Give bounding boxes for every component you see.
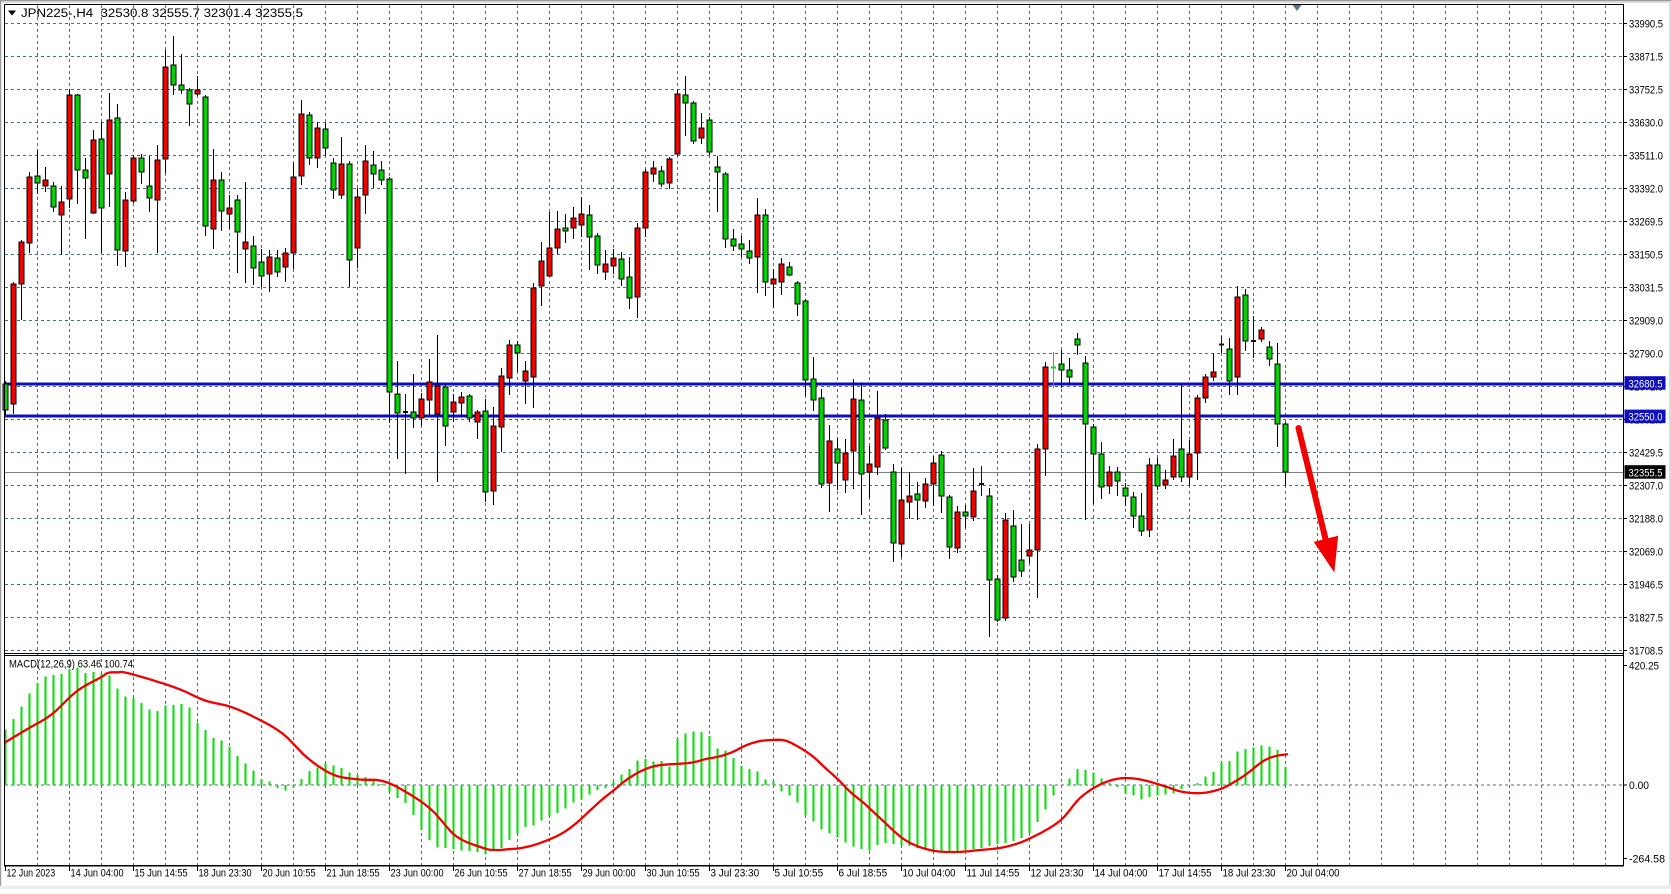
svg-text:32069.0: 32069.0 xyxy=(1629,547,1663,559)
svg-text:33752.5: 33752.5 xyxy=(1629,85,1663,97)
svg-text:15 Jun 14:55: 15 Jun 14:55 xyxy=(135,867,188,879)
svg-text:JPN225-,H4 32530.8 32555.7 32: JPN225-,H4 32530.8 32555.7 32301.4 32355… xyxy=(21,6,303,20)
svg-text:27 Jun 18:55: 27 Jun 18:55 xyxy=(519,867,572,879)
svg-text:29 Jun 00:00: 29 Jun 00:00 xyxy=(583,867,636,879)
svg-text:18 Jun 23:30: 18 Jun 23:30 xyxy=(199,867,252,879)
svg-text:32680.5: 32680.5 xyxy=(1629,378,1663,390)
svg-text:14 Jun 04:00: 14 Jun 04:00 xyxy=(71,867,124,879)
svg-text:-264.58: -264.58 xyxy=(1629,854,1665,866)
svg-text:20 Jun 10:55: 20 Jun 10:55 xyxy=(263,867,316,879)
svg-text:32790.0: 32790.0 xyxy=(1629,349,1663,361)
svg-text:5 Jul 10:55: 5 Jul 10:55 xyxy=(775,867,824,879)
svg-text:11 Jul 14:55: 11 Jul 14:55 xyxy=(967,867,1020,879)
svg-text:33630.0: 33630.0 xyxy=(1629,118,1663,130)
svg-text:20 Jul 04:00: 20 Jul 04:00 xyxy=(1287,867,1340,879)
svg-text:33150.5: 33150.5 xyxy=(1629,250,1663,262)
svg-text:12 Jun 2023: 12 Jun 2023 xyxy=(7,867,56,879)
svg-text:21 Jun 18:55: 21 Jun 18:55 xyxy=(327,867,380,879)
svg-text:30 Jun 10:55: 30 Jun 10:55 xyxy=(647,867,700,879)
svg-text:31946.5: 31946.5 xyxy=(1629,580,1663,592)
svg-text:33871.5: 33871.5 xyxy=(1629,52,1663,64)
svg-text:0.00: 0.00 xyxy=(1629,780,1649,792)
svg-text:32909.0: 32909.0 xyxy=(1629,316,1663,328)
svg-text:MACD(12,26,9) 63.46 100.74: MACD(12,26,9) 63.46 100.74 xyxy=(9,659,133,671)
svg-text:420.25: 420.25 xyxy=(1629,661,1659,673)
svg-text:14 Jul 04:00: 14 Jul 04:00 xyxy=(1095,867,1148,879)
svg-text:17 Jul 14:55: 17 Jul 14:55 xyxy=(1159,867,1212,879)
svg-text:18 Jul 23:30: 18 Jul 23:30 xyxy=(1223,867,1276,879)
svg-text:31708.5: 31708.5 xyxy=(1629,646,1663,658)
svg-text:6 Jul 18:55: 6 Jul 18:55 xyxy=(839,867,888,879)
svg-text:32307.0: 32307.0 xyxy=(1629,481,1663,493)
svg-text:32550.0: 32550.0 xyxy=(1629,412,1663,424)
svg-text:33511.0: 33511.0 xyxy=(1629,151,1663,163)
svg-text:23 Jun 00:00: 23 Jun 00:00 xyxy=(391,867,444,879)
svg-text:32429.5: 32429.5 xyxy=(1629,448,1663,460)
svg-text:33031.5: 33031.5 xyxy=(1629,283,1663,295)
svg-text:33269.5: 33269.5 xyxy=(1629,217,1663,229)
svg-text:32355.5: 32355.5 xyxy=(1629,467,1663,479)
svg-text:10 Jul 04:00: 10 Jul 04:00 xyxy=(903,867,956,879)
svg-text:32188.0: 32188.0 xyxy=(1629,514,1663,526)
svg-text:33392.0: 33392.0 xyxy=(1629,184,1663,196)
svg-text:33990.5: 33990.5 xyxy=(1629,19,1663,31)
svg-text:3 Jul 23:30: 3 Jul 23:30 xyxy=(711,867,760,879)
svg-text:26 Jun 10:55: 26 Jun 10:55 xyxy=(455,867,508,879)
svg-text:31827.5: 31827.5 xyxy=(1629,613,1663,625)
svg-text:12 Jul 23:30: 12 Jul 23:30 xyxy=(1031,867,1084,879)
